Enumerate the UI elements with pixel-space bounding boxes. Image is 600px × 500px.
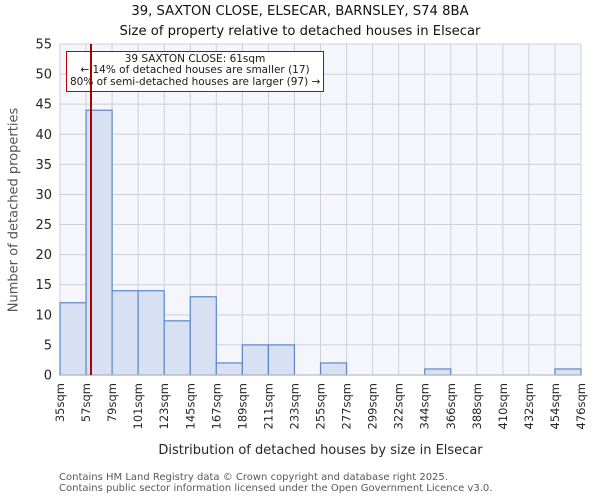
x-tick-label: 277sqm (340, 383, 354, 429)
x-tick-label: 35sqm (53, 383, 67, 422)
x-tick-label: 123sqm (157, 383, 171, 429)
y-tick-label: 35 (35, 158, 52, 173)
x-tick-label: 79sqm (105, 383, 119, 422)
y-tick-label: 10 (35, 308, 52, 323)
histogram-bar (163, 320, 191, 376)
x-tick-label: 255sqm (314, 383, 328, 429)
x-tick-label: 57sqm (79, 383, 93, 422)
histogram-plot: 35sqm 57sqm 79sqm 101sqm 123sqm 145sqm 167sqm 1… (35, 38, 588, 430)
footer-licence-line: Contains public sector information licen… (59, 483, 493, 494)
y-tick-label: 45 (35, 98, 52, 113)
histogram-bar (111, 290, 139, 376)
footer: Contains HM Land Registry data © Crown c… (59, 472, 492, 494)
histogram-bar (137, 290, 165, 376)
histogram-bar (554, 368, 582, 376)
histogram-bar (189, 296, 217, 376)
x-axis-title: Distribution of detached houses by size … (158, 443, 483, 458)
x-tick-label: 322sqm (392, 383, 406, 429)
histogram-bar (59, 302, 87, 376)
x-tick-label: 410sqm (496, 383, 510, 429)
x-tick-label: 454sqm (548, 383, 562, 429)
histogram-bar (241, 344, 270, 376)
histogram-bar (424, 368, 452, 376)
y-tick-label: 0 (44, 369, 52, 384)
histogram-bar (267, 344, 296, 376)
y-tick-label: 40 (35, 128, 52, 143)
x-tick-label: 167sqm (209, 383, 223, 429)
y-tick-label: 30 (35, 188, 52, 203)
y-tick-label: 25 (35, 218, 52, 233)
x-tick-label: 476sqm (574, 383, 588, 429)
histogram-bar (319, 362, 348, 376)
x-tick-label: 299sqm (366, 383, 380, 429)
subject-size-marker-line (89, 44, 92, 375)
x-tick-label: 388sqm (470, 383, 484, 429)
x-tick-label: 211sqm (261, 383, 275, 429)
chart-title: 39, SAXTON CLOSE, ELSECAR, BARNSLEY, S74… (131, 4, 469, 19)
x-tick-label: 366sqm (444, 383, 458, 429)
y-tick-label: 50 (35, 68, 52, 83)
y-tick-label: 15 (35, 278, 52, 293)
x-tick-label: 344sqm (418, 383, 432, 429)
x-tick-label: 233sqm (287, 383, 301, 429)
annotation-smaller-stat: ← 14% of detached houses are smaller (17… (80, 64, 310, 77)
annotation-property-label: 39 SAXTON CLOSE: 61sqm (124, 53, 266, 65)
x-tick-label: 432sqm (522, 383, 536, 429)
x-tick-label: 145sqm (183, 383, 197, 429)
y-tick-label: 5 (44, 338, 52, 353)
y-tick-label: 20 (35, 248, 52, 263)
y-tick-label: 55 (35, 38, 52, 53)
x-tick-label: 189sqm (235, 383, 249, 429)
x-tick-label: 101sqm (131, 383, 145, 429)
annotation-larger-stat: 80% of semi-detached houses are larger (… (70, 75, 321, 88)
annotation-box: 39 SAXTON CLOSE: 61sqm ← 14% of detached… (66, 51, 324, 92)
chart-subtitle: Size of property relative to detached ho… (119, 24, 481, 39)
footer-copyright-line: Contains HM Land Registry data © Crown c… (59, 472, 448, 483)
y-axis-title: Number of detached properties (6, 107, 22, 313)
histogram-bar (215, 362, 243, 376)
